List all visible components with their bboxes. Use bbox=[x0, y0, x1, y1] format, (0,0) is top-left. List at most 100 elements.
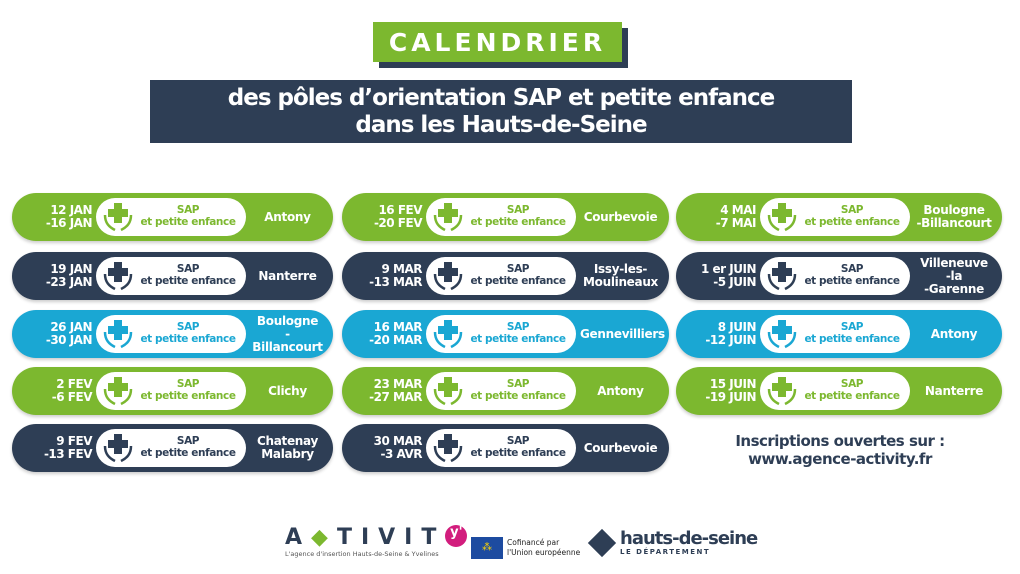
badge-line: SAP bbox=[176, 321, 200, 333]
session-location: Courbevoie bbox=[580, 424, 661, 472]
badge-line: SAP bbox=[840, 321, 864, 333]
hands-cross-icon bbox=[767, 262, 797, 291]
session-location: Nanterre bbox=[914, 367, 994, 415]
session-dates: 9 MAR -13 MAR bbox=[350, 252, 422, 300]
inscriptions: Inscriptions ouvertes sur : www.agence-a… bbox=[700, 432, 980, 468]
hauts-de-seine-logo: hauts-de-seine LE DÉPARTEMENT bbox=[587, 528, 758, 558]
date-start: 1 er JUIN bbox=[701, 262, 756, 276]
badge-line: SAP bbox=[176, 378, 200, 390]
date-end: -13 MAR bbox=[369, 275, 422, 289]
session-location: Courbevoie bbox=[580, 193, 661, 241]
date-end: -20 FEV bbox=[373, 216, 423, 230]
date-start: 4 MAI bbox=[720, 203, 756, 217]
badge-line: SAP bbox=[840, 204, 864, 216]
badge-line: et petite enfance bbox=[804, 216, 900, 228]
location-line: Antony bbox=[597, 383, 644, 398]
badge-line: SAP bbox=[506, 263, 530, 275]
hds-name: hauts-de-seine bbox=[620, 528, 758, 549]
date-start: 9 MAR bbox=[381, 262, 423, 276]
eu-line: l'Union européenne bbox=[507, 548, 581, 557]
badge-line: SAP bbox=[506, 378, 530, 390]
session-pill: 30 MAR -3 AVR SAP et petite enfance Courbe… bbox=[342, 424, 669, 472]
badge-line: et petite enfance bbox=[140, 333, 236, 345]
title-banner: CALENDRIER bbox=[373, 22, 628, 68]
date-end: -20 MAR bbox=[369, 333, 422, 347]
session-dates: 2 FEV -6 FEV bbox=[20, 367, 93, 415]
date-start: 9 FEV bbox=[56, 434, 92, 448]
date-start: 16 FEV bbox=[378, 203, 422, 217]
location-line: Nanterre bbox=[258, 268, 317, 283]
session-location: Antony bbox=[580, 367, 661, 415]
inscriptions-label: Inscriptions ouvertes sur : bbox=[735, 432, 945, 450]
hands-cross-icon bbox=[103, 434, 133, 463]
sap-badge: SAP et petite enfance bbox=[760, 315, 910, 353]
badge-line: et petite enfance bbox=[804, 390, 900, 402]
activity-tagline: L'agence d'insertion Hauts-de-Seine & Yv… bbox=[285, 550, 439, 558]
session-dates: 23 MAR -27 MAR bbox=[350, 367, 422, 415]
activity-logo: A◆TIVIT y' L'agence d'insertion Hauts-de-… bbox=[285, 525, 468, 558]
session-pill: 9 FEV -13 FEV SAP et petite enfance Chaten… bbox=[12, 424, 333, 472]
badge-line: SAP bbox=[506, 204, 530, 216]
date-end: -12 JUIN bbox=[705, 333, 756, 347]
sap-badge: SAP et petite enfance bbox=[426, 315, 576, 353]
location-line: -Garenne bbox=[924, 281, 984, 296]
hands-cross-icon bbox=[767, 203, 797, 232]
sap-badge: SAP et petite enfance bbox=[96, 372, 246, 410]
session-dates: 8 JUIN -12 JUIN bbox=[684, 310, 756, 358]
session-location: Antony bbox=[914, 310, 994, 358]
session-dates: 12 JAN -16 JAN bbox=[20, 193, 93, 241]
sap-badge: SAP et petite enfance bbox=[96, 198, 246, 236]
location-line: Moulineaux bbox=[582, 275, 659, 289]
badge-line: et petite enfance bbox=[470, 275, 566, 287]
session-pill: 9 MAR -13 MAR SAP et petite enfance Issy-l… bbox=[342, 252, 669, 300]
session-pill: 1 er JUIN -5 JUIN SAP et petite enfance Vi… bbox=[676, 252, 1002, 300]
date-end: -5 JUIN bbox=[713, 275, 756, 289]
badge-line: SAP bbox=[506, 435, 530, 447]
date-start: 26 JAN bbox=[50, 320, 92, 334]
session-location: Villeneuve -la -Garenne bbox=[914, 252, 994, 300]
date-start: 16 MAR bbox=[373, 320, 423, 334]
subtitle-line: des pôles d’orientation SAP et petite en… bbox=[227, 84, 775, 111]
session-location: Boulogne -Billancourt bbox=[914, 193, 994, 241]
hands-cross-icon bbox=[767, 320, 797, 349]
session-pill: 2 FEV -6 FEV SAP et petite enfance Clichy bbox=[12, 367, 333, 415]
location-line: -Billancourt bbox=[916, 216, 992, 230]
session-dates: 9 FEV -13 FEV bbox=[20, 424, 93, 472]
hands-cross-icon bbox=[103, 203, 133, 232]
date-end: -19 JUIN bbox=[705, 390, 756, 404]
sap-badge: SAP et petite enfance bbox=[760, 257, 910, 295]
hands-cross-icon bbox=[103, 262, 133, 291]
location-line: Gennevilliers bbox=[580, 326, 665, 341]
sap-badge: SAP et petite enfance bbox=[426, 198, 576, 236]
session-pill: 4 MAI -7 MAI SAP et petite enfance Boulogn… bbox=[676, 193, 1002, 241]
badge-line: et petite enfance bbox=[140, 216, 236, 228]
session-location: Issy-les- Moulineaux bbox=[580, 252, 661, 300]
hands-cross-icon bbox=[103, 377, 133, 406]
date-start: 12 JAN bbox=[50, 203, 92, 217]
website-link[interactable]: www.agence-activity.fr bbox=[748, 450, 932, 468]
session-location: Antony bbox=[250, 193, 325, 241]
hands-cross-icon bbox=[103, 320, 133, 349]
hands-cross-icon bbox=[433, 320, 463, 349]
badge-line: SAP bbox=[176, 435, 200, 447]
sap-badge: SAP et petite enfance bbox=[426, 372, 576, 410]
badge-line: et petite enfance bbox=[804, 333, 900, 345]
date-start: 23 MAR bbox=[373, 377, 423, 391]
location-line: Boulogne bbox=[923, 203, 985, 217]
session-pill: 26 JAN -30 JAN SAP et petite enfance Boulo… bbox=[12, 310, 333, 358]
badge-line: et petite enfance bbox=[140, 390, 236, 402]
sap-badge: SAP et petite enfance bbox=[426, 257, 576, 295]
badge-line: SAP bbox=[506, 321, 530, 333]
date-start: 8 JUIN bbox=[717, 320, 757, 334]
session-pill: 23 MAR -27 MAR SAP et petite enfance Anton… bbox=[342, 367, 669, 415]
session-location: Gennevilliers bbox=[580, 310, 665, 358]
location-line: Courbevoie bbox=[583, 209, 658, 224]
session-pill: 16 FEV -20 FEV SAP et petite enfance Courb… bbox=[342, 193, 669, 241]
sap-badge: SAP et petite enfance bbox=[760, 198, 910, 236]
sap-badge: SAP et petite enfance bbox=[96, 315, 246, 353]
date-end: -27 MAR bbox=[369, 390, 422, 404]
badge-line: et petite enfance bbox=[140, 275, 236, 287]
session-dates: 19 JAN -23 JAN bbox=[20, 252, 93, 300]
session-dates: 16 FEV -20 FEV bbox=[350, 193, 423, 241]
badge-line: et petite enfance bbox=[470, 390, 566, 402]
